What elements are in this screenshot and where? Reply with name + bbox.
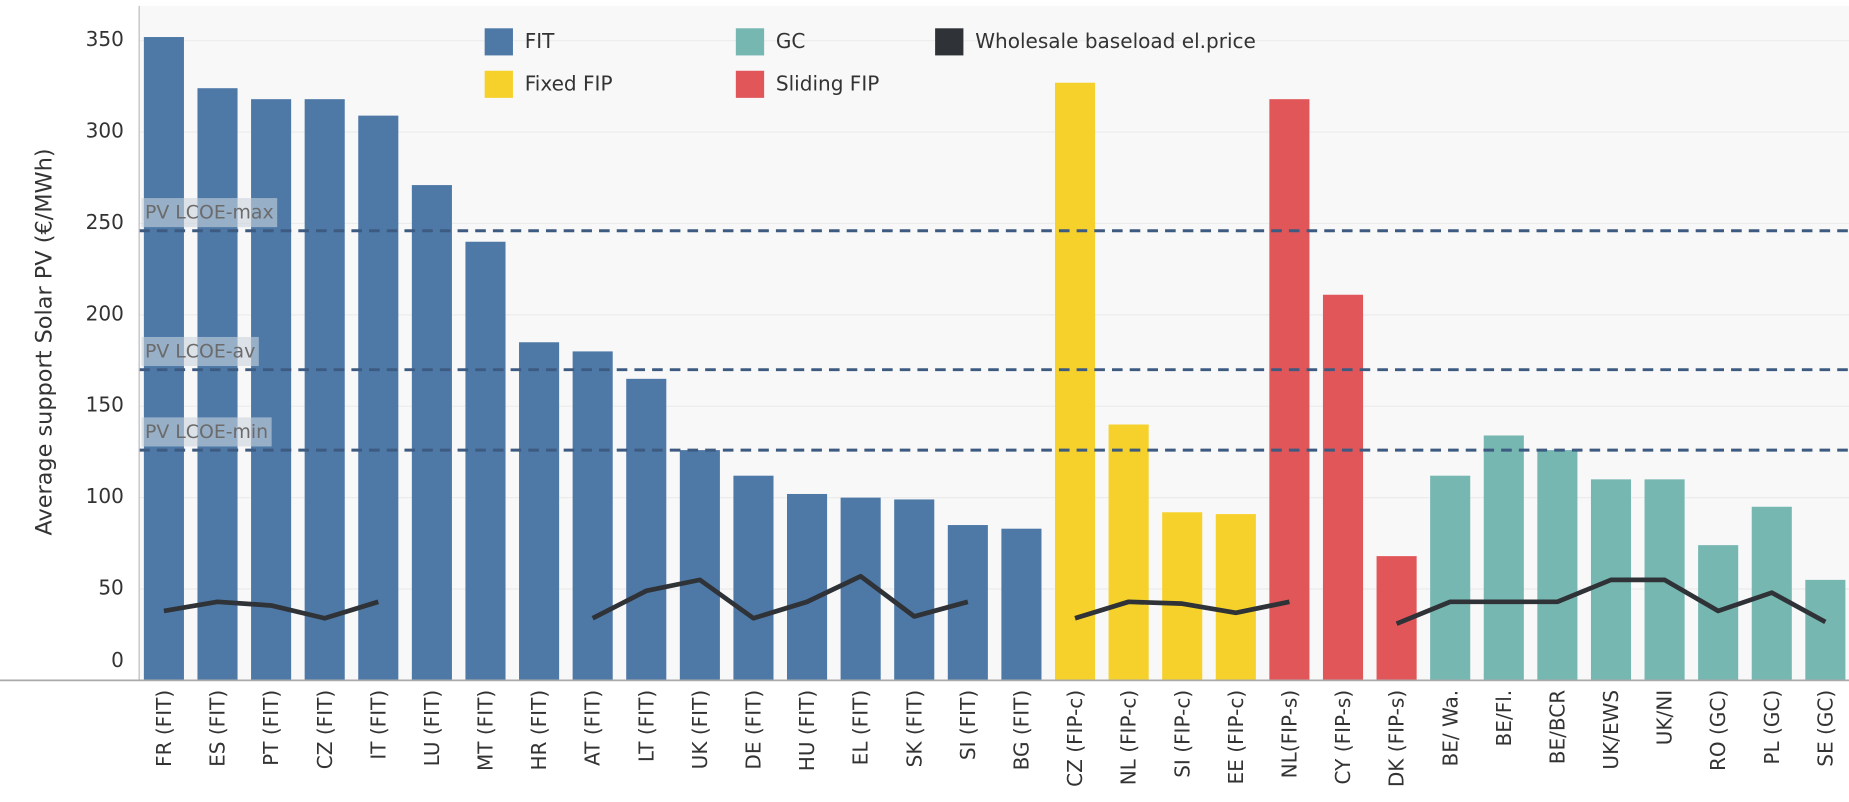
- x-tick-label: CY (FIP-s): [1331, 690, 1355, 785]
- reference-label-bg: [141, 417, 272, 447]
- x-tick-label: PT (FIT): [259, 690, 283, 766]
- x-tick-label: UK (FIT): [688, 690, 712, 769]
- bar: [519, 342, 560, 681]
- legend-label: Sliding FIP: [776, 71, 879, 95]
- x-tick-label: PL (GC): [1760, 690, 1784, 765]
- x-tick-label: RO (GC): [1706, 690, 1730, 771]
- price-line: [1395, 577, 1827, 626]
- y-tick-label: 250: [86, 210, 124, 234]
- x-tick-label: LT (FIT): [634, 690, 658, 762]
- y-tick-label: 50: [98, 576, 123, 600]
- reference-label: PV LCOE-min: [145, 421, 268, 443]
- bar: [1054, 82, 1096, 681]
- bar: [358, 115, 399, 681]
- y-axis-title: Average support Solar PV (€/MWh): [31, 148, 57, 535]
- legend-swatch: [935, 28, 964, 56]
- x-tick-label: MT (FIT): [474, 690, 498, 771]
- x-tick-label: AT (FIT): [581, 690, 605, 766]
- bar: [1805, 579, 1846, 681]
- legend-swatch: [484, 70, 513, 98]
- bar: [787, 493, 828, 681]
- x-tick-label: EL (FIT): [849, 690, 873, 765]
- x-tick-label: HR (FIT): [527, 690, 551, 771]
- x-tick-label: DE (FIT): [742, 690, 766, 770]
- legend-label: GC: [776, 29, 806, 53]
- y-tick-label: 0: [111, 648, 124, 672]
- bar: [1001, 528, 1042, 681]
- x-tick-label: BG (FIT): [1010, 690, 1034, 771]
- legend-swatch: [484, 28, 513, 56]
- x-tick-label: EE (FIP-c): [1224, 690, 1248, 785]
- legend-swatch: [735, 70, 765, 98]
- price-line: [163, 599, 379, 621]
- x-tick-label: BE/BCR: [1545, 690, 1569, 765]
- bar: [1322, 294, 1364, 681]
- bar: [304, 99, 345, 681]
- x-tick-label: SI (FIP-c): [1170, 690, 1194, 778]
- reference-label-bg: [141, 336, 259, 367]
- legend-swatch: [735, 28, 765, 56]
- x-tick-label: DK (FIP-s): [1385, 690, 1409, 787]
- bar: [251, 99, 292, 681]
- reference-label: PV LCOE-av: [145, 340, 255, 362]
- bar: [1108, 424, 1149, 681]
- x-tick-label: NL(FIP-s): [1277, 690, 1301, 779]
- bar: [1162, 512, 1203, 681]
- bar: [733, 475, 774, 681]
- y-tick-label: 350: [86, 27, 124, 51]
- x-tick-label: UK/EWS: [1599, 690, 1623, 770]
- price-line: [591, 573, 969, 621]
- bar: [1269, 99, 1310, 681]
- x-tick-label: BE/Fl.: [1492, 690, 1516, 747]
- bar: [1483, 435, 1524, 681]
- bar: [411, 185, 452, 681]
- y-tick-label: 150: [86, 393, 124, 417]
- bar: [465, 241, 506, 681]
- bar: [1430, 475, 1471, 681]
- x-tick-label: NL (FIP-c): [1117, 690, 1141, 785]
- x-tick-label: SE (GC): [1813, 690, 1837, 767]
- x-tick-label: LU (FIT): [420, 690, 444, 766]
- x-tick-label: SK (FIT): [902, 690, 926, 768]
- x-tick-label: BE/ Wa.: [1438, 690, 1462, 767]
- x-tick-label: ES (FIT): [206, 690, 230, 767]
- legend-label: Fixed FIP: [525, 71, 613, 95]
- bar: [1537, 450, 1578, 681]
- x-tick-label: HU (FIT): [795, 690, 819, 771]
- y-tick-label: 300: [86, 119, 124, 143]
- price-line: [1074, 599, 1290, 621]
- reference-label: PV LCOE-max: [145, 202, 274, 224]
- bar: [626, 378, 667, 681]
- legend-label: FIT: [525, 29, 555, 53]
- legend-label: Wholesale baseload el.price: [975, 29, 1256, 53]
- x-tick-label: SI (FIT): [956, 690, 980, 760]
- y-tick-label: 100: [86, 484, 124, 508]
- bar: [197, 88, 238, 681]
- bar: [572, 351, 613, 681]
- bar: [679, 450, 720, 681]
- x-tick-label: FR (FIT): [152, 690, 176, 767]
- bar: [894, 499, 935, 681]
- reference-label-bg: [141, 198, 278, 228]
- x-tick-label: IT (FIT): [366, 690, 390, 760]
- x-tick-label: CZ (FIP-c): [1063, 690, 1087, 787]
- x-tick-label: UK/NI: [1653, 690, 1677, 745]
- y-tick-label: 200: [86, 301, 124, 325]
- bar: [1215, 514, 1256, 681]
- x-tick-label: CZ (FIT): [313, 690, 337, 769]
